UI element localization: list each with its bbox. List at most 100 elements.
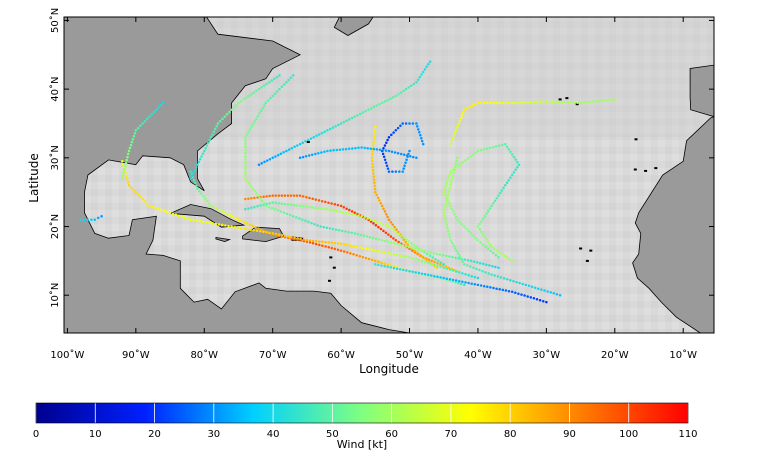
colorbar-tick-label: 40 — [267, 429, 280, 440]
track-point — [489, 249, 493, 253]
track-point — [130, 186, 133, 189]
track-point — [371, 150, 374, 153]
track-point — [402, 167, 405, 170]
track-point — [295, 216, 298, 219]
track-point — [308, 196, 311, 200]
track-point — [467, 273, 470, 277]
track-point — [375, 193, 378, 197]
track-point — [472, 260, 476, 263]
track-point — [429, 251, 433, 254]
track-point — [345, 207, 348, 210]
track-point — [495, 196, 499, 200]
track-point — [381, 222, 385, 226]
track-point — [450, 139, 453, 143]
track-point — [507, 289, 511, 293]
track-point — [459, 257, 463, 261]
land-iceland-greenland-fill — [333, 17, 374, 36]
track-point — [358, 246, 362, 249]
track-point — [256, 114, 260, 118]
track-point — [360, 214, 363, 218]
track-point — [126, 181, 130, 184]
track-point — [126, 178, 129, 181]
track-point — [296, 144, 299, 147]
track-point — [336, 242, 340, 245]
track-point — [488, 243, 492, 246]
track-point — [514, 291, 517, 294]
island-dot — [332, 266, 336, 269]
track-point — [265, 195, 268, 198]
track-point — [449, 204, 452, 208]
track-point — [347, 212, 351, 215]
track-point — [497, 256, 500, 259]
track-point — [451, 137, 455, 140]
track-point — [304, 140, 307, 143]
track-point — [396, 151, 400, 155]
track-point — [501, 288, 505, 292]
storm-track — [380, 122, 425, 173]
track-point — [433, 260, 436, 264]
track-point — [481, 243, 485, 246]
track-point — [220, 210, 224, 213]
track-point — [296, 237, 299, 240]
track-point — [353, 115, 357, 118]
track-point — [421, 70, 425, 74]
track-point — [426, 250, 430, 253]
track-point — [237, 218, 240, 221]
track-point — [339, 242, 343, 245]
storm-track — [189, 74, 281, 180]
track-point — [447, 232, 451, 236]
track-point — [523, 101, 526, 104]
track-point — [398, 268, 402, 271]
track-point — [151, 205, 154, 209]
track-point — [273, 77, 276, 81]
track-point — [189, 218, 192, 221]
track-point — [267, 205, 271, 209]
track-point — [466, 264, 469, 267]
track-point — [377, 260, 380, 264]
track-point — [372, 138, 376, 141]
track-point — [386, 265, 390, 269]
track-point — [245, 179, 249, 183]
track-point — [197, 160, 201, 164]
track-point — [392, 229, 396, 232]
track-point — [425, 258, 429, 262]
track-point — [490, 204, 493, 208]
track-point — [159, 103, 163, 107]
island-dot — [565, 97, 569, 100]
track-point — [302, 238, 306, 241]
track-point — [370, 153, 374, 156]
track-point — [323, 130, 326, 133]
track-point — [360, 146, 363, 149]
track-point — [515, 280, 518, 284]
track-point — [613, 98, 617, 101]
track-point — [339, 122, 343, 125]
track-point — [150, 113, 154, 116]
track-point — [386, 138, 389, 142]
track-point — [451, 278, 455, 282]
track-point — [475, 267, 478, 271]
track-point — [245, 222, 249, 225]
track-point — [200, 192, 203, 195]
island-dot — [579, 247, 583, 250]
track-point — [459, 117, 463, 120]
track-point — [257, 87, 261, 91]
track-point — [492, 101, 495, 105]
track-point — [545, 300, 548, 304]
track-point — [512, 155, 516, 159]
track-point — [607, 98, 610, 102]
track-point — [371, 236, 375, 240]
track-point — [293, 236, 296, 240]
island-dot — [329, 256, 333, 259]
track-point — [367, 248, 371, 251]
track-point — [412, 244, 416, 247]
track-point — [389, 220, 393, 224]
track-point — [289, 194, 293, 197]
track-point — [239, 226, 243, 230]
track-point — [386, 167, 390, 170]
track-point — [426, 261, 430, 265]
track-point — [558, 293, 562, 297]
track-point — [370, 248, 374, 252]
track-point — [497, 266, 500, 269]
track-point — [423, 249, 426, 253]
track-point — [279, 210, 283, 213]
